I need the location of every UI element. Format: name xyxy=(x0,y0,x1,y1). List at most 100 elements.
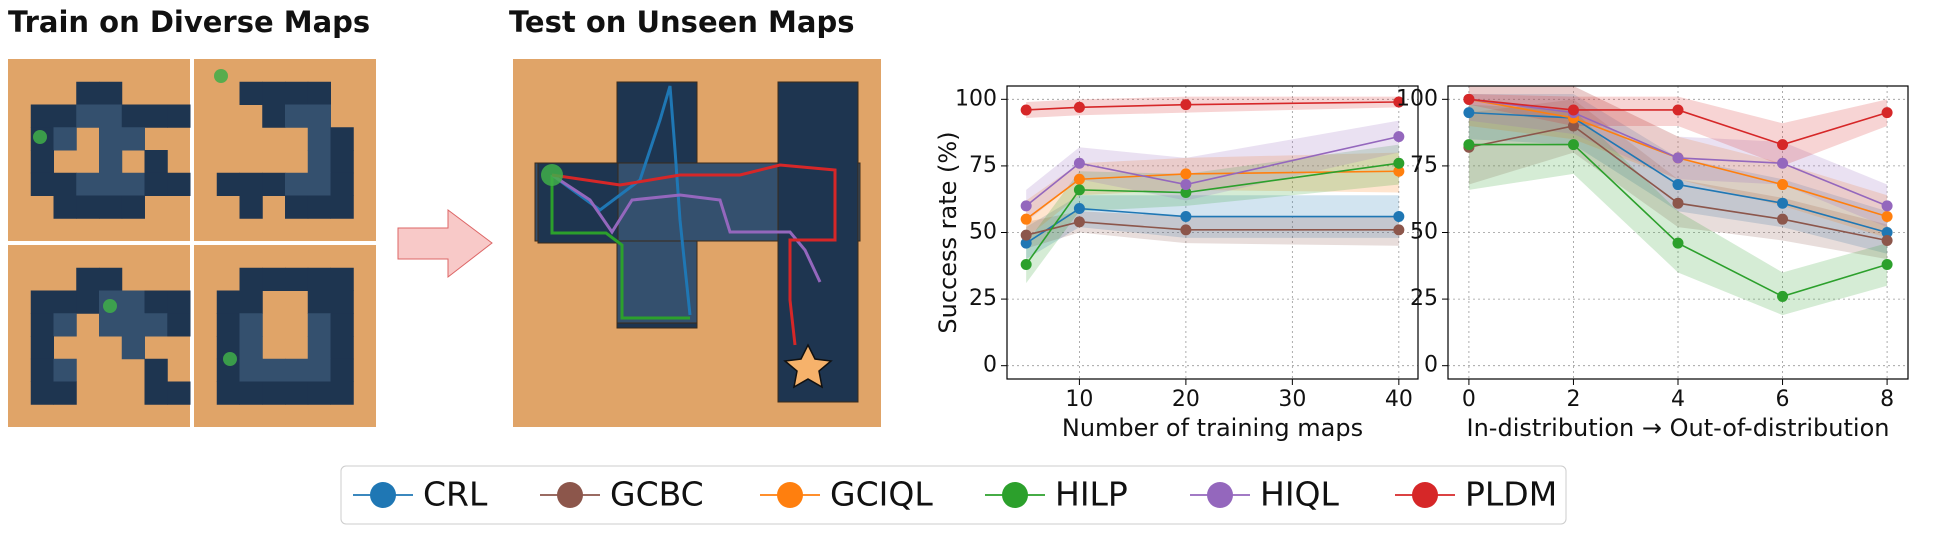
x-axis-label: In-distribution → Out-of-distribution xyxy=(1467,414,1890,442)
map-cell xyxy=(216,172,240,196)
map-cell xyxy=(76,81,100,105)
map-cell xyxy=(53,381,77,405)
point xyxy=(1881,234,1893,246)
point xyxy=(1881,211,1893,223)
y-tick-label: 75 xyxy=(969,153,997,178)
map-cell xyxy=(285,267,309,291)
map-cell xyxy=(307,313,331,337)
map-cell xyxy=(285,104,309,128)
map-cell xyxy=(76,267,100,291)
agent xyxy=(33,130,47,144)
point xyxy=(1180,187,1192,199)
map-cell xyxy=(167,290,191,314)
point xyxy=(1777,179,1789,191)
x-tick-label: 4 xyxy=(1671,387,1685,412)
point xyxy=(1777,139,1789,151)
point xyxy=(1881,107,1893,119)
map-cell xyxy=(99,172,123,196)
map-cell xyxy=(307,81,331,105)
point xyxy=(1672,179,1684,191)
series-line xyxy=(1025,162,1399,265)
point xyxy=(1463,93,1475,105)
y-tick-label: 100 xyxy=(1396,86,1438,111)
point xyxy=(1393,165,1405,177)
map-cell xyxy=(239,336,263,360)
map-cell xyxy=(99,313,123,337)
map-cell xyxy=(30,336,54,360)
legend-marker xyxy=(1207,482,1233,508)
point xyxy=(1393,131,1405,143)
map-cell xyxy=(307,104,331,128)
legend-marker xyxy=(777,482,803,508)
map-cell xyxy=(307,172,331,196)
map-cell xyxy=(216,313,240,337)
point xyxy=(1180,99,1192,111)
x-tick-label: 2 xyxy=(1566,387,1580,412)
point xyxy=(1672,104,1684,116)
map-cell xyxy=(307,150,331,174)
map-cell xyxy=(76,195,100,219)
x-tick-label: 6 xyxy=(1776,387,1790,412)
map-cell xyxy=(121,195,145,219)
error-band xyxy=(1468,104,1888,316)
map-cell xyxy=(307,381,331,405)
map-cell xyxy=(53,195,77,219)
map-cell xyxy=(285,358,309,382)
point xyxy=(1463,139,1475,151)
map-cell xyxy=(30,290,54,314)
agent xyxy=(103,299,117,313)
map-cell xyxy=(30,358,54,382)
map-cell xyxy=(144,381,168,405)
legend-label: GCIQL xyxy=(830,475,933,514)
trajectory xyxy=(551,163,837,346)
point xyxy=(1567,139,1579,151)
map-cell xyxy=(144,290,168,314)
point xyxy=(1777,213,1789,225)
map-cell xyxy=(99,195,123,219)
map-cell xyxy=(239,381,263,405)
legend-label: HILP xyxy=(1055,475,1128,514)
point xyxy=(1777,290,1789,302)
point xyxy=(1393,224,1405,236)
map-cell xyxy=(307,267,331,291)
map-cell xyxy=(99,267,123,291)
point xyxy=(1672,237,1684,249)
point xyxy=(1567,104,1579,116)
y-tick-label: 0 xyxy=(1424,353,1438,378)
map-cell xyxy=(330,267,354,291)
map-cell xyxy=(144,104,168,128)
map-cell xyxy=(216,290,240,314)
map-cell xyxy=(307,336,331,360)
map-cell xyxy=(30,313,54,337)
map-cell xyxy=(99,81,123,105)
map-cell xyxy=(239,313,263,337)
map-cell xyxy=(99,104,123,128)
point xyxy=(1073,216,1085,228)
error-band xyxy=(1026,144,1399,284)
map-cell xyxy=(239,81,263,105)
legend-label: PLDM xyxy=(1465,475,1557,514)
goal-star xyxy=(783,343,833,389)
axes-frame xyxy=(1447,85,1909,380)
map-cell xyxy=(76,104,100,128)
y-tick-label: 25 xyxy=(969,286,997,311)
x-tick-label: 0 xyxy=(1462,387,1476,412)
series-line xyxy=(1025,170,1399,220)
map-cell xyxy=(307,195,331,219)
point xyxy=(1180,224,1192,236)
point xyxy=(1020,258,1032,270)
map-cell xyxy=(53,172,77,196)
y-tick-label: 100 xyxy=(955,86,997,111)
map-cell xyxy=(76,172,100,196)
point xyxy=(1020,213,1032,225)
agent xyxy=(223,352,237,366)
point xyxy=(1393,211,1405,223)
point xyxy=(1180,179,1192,191)
map-cell xyxy=(53,127,77,151)
map-cell xyxy=(53,104,77,128)
axes-frame xyxy=(1006,85,1419,380)
maps xyxy=(8,59,881,427)
point xyxy=(1020,200,1032,212)
error-band xyxy=(1026,120,1399,222)
map-cell xyxy=(30,172,54,196)
